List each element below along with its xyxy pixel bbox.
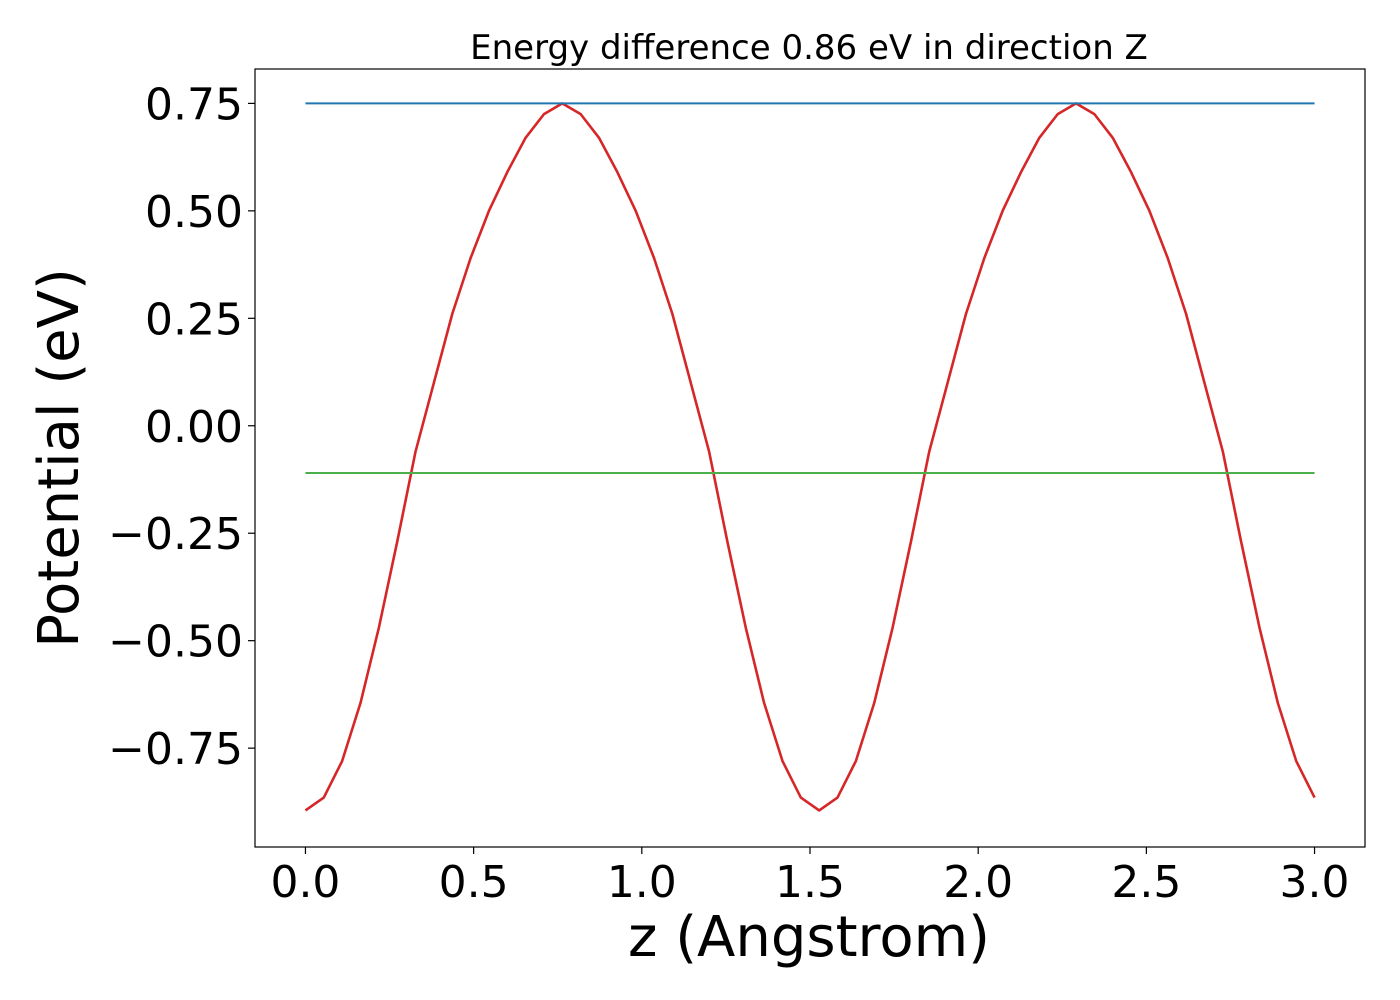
x-tick-label: 3.0 — [1280, 857, 1350, 908]
x-tick-label: 0.0 — [270, 857, 340, 908]
x-axis-label: z (Angstrom) — [628, 905, 990, 970]
y-tick-label: 0.50 — [145, 187, 243, 238]
series-line-1 — [304, 102, 1316, 812]
x-tick-label: 2.5 — [1111, 857, 1181, 908]
x-axis: 0.0 0.5 1.0 1.5 2.0 2.5 3.0 — [270, 847, 1350, 908]
chart-title: Energy difference 0.86 eV in direction Z — [470, 28, 1148, 68]
y-tick-label: −0.50 — [108, 617, 243, 668]
x-tick-label: 1.5 — [775, 857, 845, 908]
y-tick-label: −0.25 — [108, 509, 243, 560]
x-tick-label: 0.5 — [439, 857, 509, 908]
x-tick-label: 2.0 — [943, 857, 1013, 908]
plot-frame — [254, 68, 1366, 848]
series-layer — [304, 102, 1316, 812]
y-axis: −0.75 −0.50 −0.25 0.00 0.25 0.50 0.75 — [108, 79, 255, 775]
x-tick-label: 1.0 — [607, 857, 677, 908]
y-tick-label: −0.75 — [108, 724, 243, 775]
y-axis-label: Potential (eV) — [27, 268, 92, 648]
y-tick-label: 0.25 — [145, 294, 243, 345]
y-tick-label: 0.00 — [145, 402, 243, 453]
y-tick-label: 0.75 — [145, 79, 243, 130]
